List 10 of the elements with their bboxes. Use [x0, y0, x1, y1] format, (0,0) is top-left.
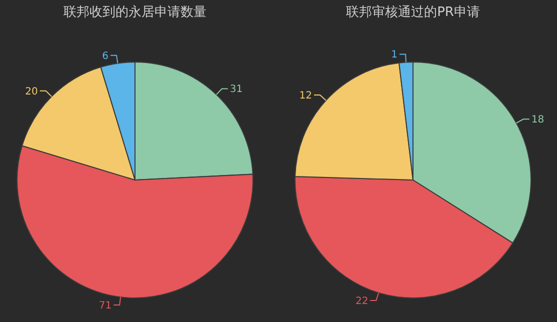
data-label: 71 [98, 300, 112, 312]
data-label: 31 [230, 84, 243, 96]
data-label: 6 [102, 50, 109, 62]
data-label: 12 [299, 90, 312, 102]
data-label: 20 [25, 86, 38, 98]
chart-title: 联邦审核通过的PR申请 [346, 4, 480, 20]
data-label: 22 [355, 296, 368, 308]
data-label: 18 [531, 114, 544, 126]
data-label: 1 [391, 50, 398, 61]
chart-title: 联邦收到的永居申请数量 [64, 4, 206, 20]
